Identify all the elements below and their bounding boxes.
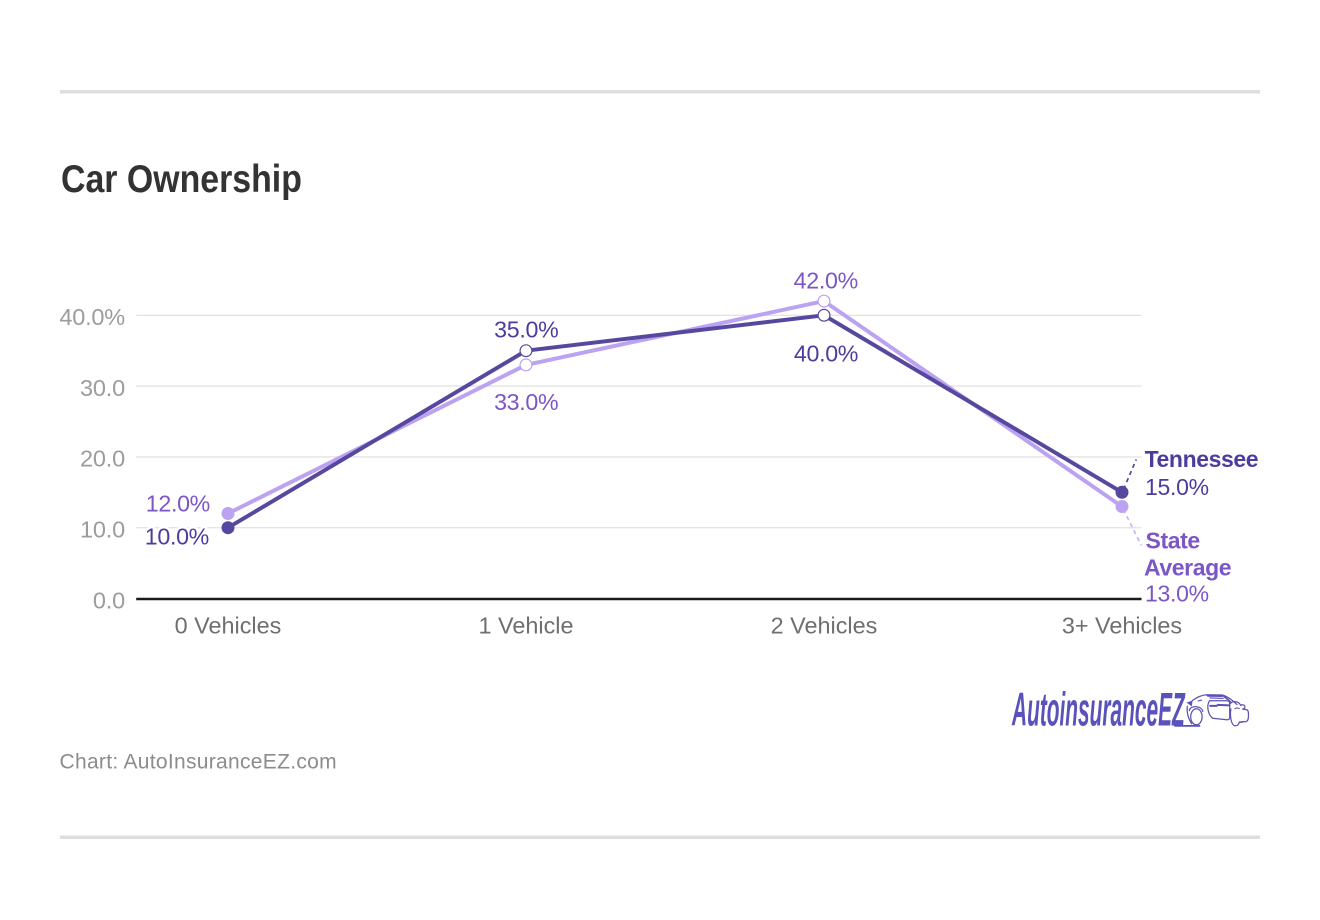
svg-text:Average: Average	[1144, 555, 1231, 581]
svg-text:AutoinsuranceEZ: AutoinsuranceEZ	[1011, 683, 1185, 736]
svg-text:Tennessee: Tennessee	[1145, 446, 1259, 472]
svg-text:2 Vehicles: 2 Vehicles	[771, 612, 878, 638]
svg-text:40.0%: 40.0%	[59, 304, 125, 330]
svg-text:42.0%: 42.0%	[794, 267, 858, 293]
svg-text:10.0: 10.0	[80, 517, 125, 543]
svg-text:10.0%: 10.0%	[145, 524, 209, 550]
svg-text:State: State	[1146, 527, 1200, 553]
svg-text:0 Vehicles: 0 Vehicles	[175, 612, 282, 638]
svg-text:0.0: 0.0	[93, 587, 125, 613]
svg-text:12.0%: 12.0%	[146, 491, 210, 517]
svg-text:13.0%: 13.0%	[1145, 581, 1209, 607]
svg-text:Car Ownership: Car Ownership	[61, 157, 302, 201]
svg-text:3+ Vehicles: 3+ Vehicles	[1062, 612, 1182, 638]
svg-text:1 Vehicle: 1 Vehicle	[479, 612, 574, 638]
svg-text:Chart: AutoInsuranceEZ.com: Chart: AutoInsuranceEZ.com	[60, 751, 337, 774]
svg-text:35.0%: 35.0%	[494, 317, 558, 343]
svg-text:40.0%: 40.0%	[794, 341, 858, 367]
svg-text:30.0: 30.0	[80, 375, 125, 401]
svg-text:33.0%: 33.0%	[494, 389, 558, 415]
svg-text:15.0%: 15.0%	[1145, 474, 1209, 500]
svg-text:20.0: 20.0	[80, 446, 125, 472]
